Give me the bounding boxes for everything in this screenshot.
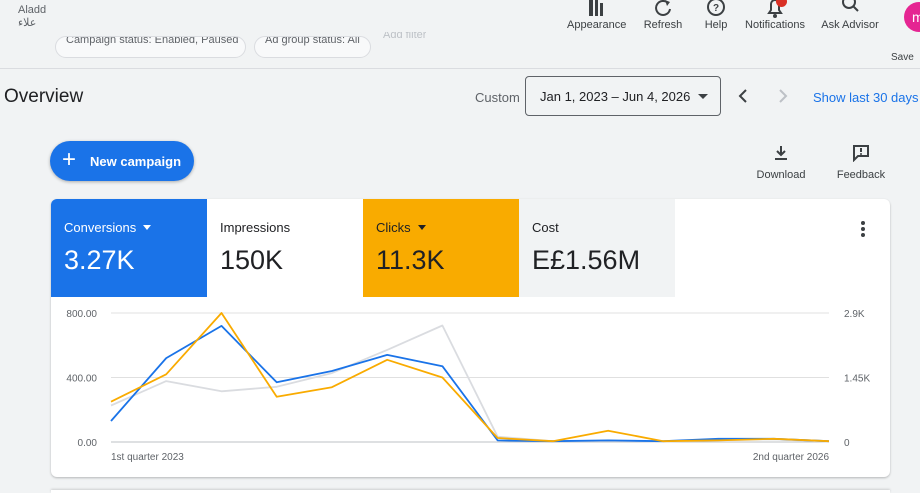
filter-chip-label: Campaign status: Enabled, Paused	[66, 36, 239, 46]
svg-text:?: ?	[713, 3, 719, 14]
refresh-label: Refresh	[643, 19, 683, 31]
plus-icon: +	[62, 146, 77, 173]
next-card-edge	[51, 490, 890, 493]
refresh-button[interactable]: Refresh	[641, 0, 685, 31]
feedback-icon	[853, 145, 869, 163]
search-spark-icon	[842, 0, 859, 12]
next-period-icon[interactable]	[773, 86, 793, 106]
dropdown-caret-icon	[417, 225, 426, 230]
series-line-1	[110, 312, 830, 443]
filter-chip-campaign-status[interactable]: Campaign status: Enabled, Paused	[55, 36, 246, 58]
notifications-button[interactable]: Notifications	[742, 0, 808, 31]
left-axis-tick-label: 800.00	[66, 309, 97, 320]
account-subtitle: علاء	[18, 17, 37, 29]
top-bar: Aladd علاء Appearance Refresh ? Help Not…	[0, 0, 920, 70]
metric-tile-clicks[interactable]: Clicks 11.3K	[363, 199, 519, 297]
metric-name: Clicks	[376, 220, 411, 235]
metric-tile-cost[interactable]: Cost E£1.56M	[519, 199, 675, 297]
metric-tile-conversions[interactable]: Conversions 3.27K	[51, 199, 207, 297]
date-range-select[interactable]: Jan 1, 2023 – Jun 4, 2026	[525, 76, 721, 116]
new-campaign-button[interactable]: + New campaign	[50, 141, 194, 181]
dropdown-caret-icon	[143, 225, 152, 230]
help-button[interactable]: ? Help	[700, 0, 732, 31]
chevron-down-icon	[698, 94, 708, 99]
right-axis-tick-label: 1.45K	[844, 374, 870, 385]
metric-name: Cost	[532, 220, 559, 235]
header-divider	[0, 68, 920, 69]
avatar[interactable]: m	[904, 2, 920, 32]
appearance-label: Appearance	[567, 19, 627, 31]
page-title: Overview	[4, 86, 84, 107]
new-campaign-label: New campaign	[90, 154, 182, 169]
right-axis-tick-label: 2.9K	[844, 309, 865, 320]
metric-value: 11.3K	[376, 245, 445, 275]
add-filter-label: Add filter	[383, 32, 427, 41]
metric-value: 150K	[220, 245, 284, 275]
performance-line-chart: 800.00 2.9K 400.00 1.45K 0.00 0 1st quarter 20…	[66, 309, 870, 463]
more-options-icon[interactable]	[857, 219, 869, 239]
ask-advisor-button[interactable]: Ask Advisor	[819, 0, 881, 31]
notifications-label: Notifications	[745, 19, 805, 31]
feedback-label: Feedback	[836, 169, 886, 181]
download-icon	[775, 146, 787, 160]
filter-chip-ad-group-status[interactable]: Ad group status: All	[254, 36, 371, 58]
metric-name: Conversions	[64, 220, 137, 235]
filter-chip-label: Ad group status: All	[265, 36, 360, 46]
right-axis-tick-label: 0	[844, 438, 850, 449]
series-line-0	[110, 324, 830, 443]
feedback-button[interactable]: Feedback	[835, 144, 887, 181]
account-name: Aladd	[18, 4, 47, 16]
series-line-2	[110, 324, 830, 443]
previous-period-icon[interactable]	[733, 86, 753, 106]
download-label: Download	[756, 169, 806, 181]
appearance-icon	[589, 0, 603, 16]
metric-name: Impressions	[220, 220, 291, 235]
add-filter-link[interactable]: Add filter	[383, 32, 426, 44]
metric-value: 3.27K	[64, 245, 135, 275]
left-axis-tick-label: 400.00	[66, 374, 97, 385]
ask-advisor-label: Ask Advisor	[821, 19, 879, 31]
performance-card: Conversions 3.27K Impressions 150K Click…	[51, 199, 890, 477]
notification-badge	[776, 0, 787, 7]
save-label[interactable]: Save	[891, 52, 914, 63]
bell-icon	[767, 0, 783, 18]
show-last-30-days-link[interactable]: Show last 30 days	[813, 90, 919, 105]
download-button[interactable]: Download	[754, 144, 808, 181]
help-label: Help	[704, 19, 728, 31]
metric-tile-impressions[interactable]: Impressions 150K	[207, 199, 363, 297]
date-range-value: Jan 1, 2023 – Jun 4, 2026	[540, 89, 691, 104]
date-mode-label: Custom	[475, 90, 520, 105]
appearance-button[interactable]: Appearance	[567, 0, 627, 31]
help-icon: ?	[707, 0, 725, 16]
left-axis-tick-label: 0.00	[78, 438, 98, 449]
metric-value: E£1.56M	[532, 245, 641, 275]
account-switcher[interactable]: Aladd علاء	[18, 4, 46, 30]
refresh-icon	[655, 0, 671, 16]
x-axis-start-label: 1st quarter 2023	[111, 452, 184, 463]
x-axis-end-label: 2nd quarter 2026	[753, 452, 830, 463]
